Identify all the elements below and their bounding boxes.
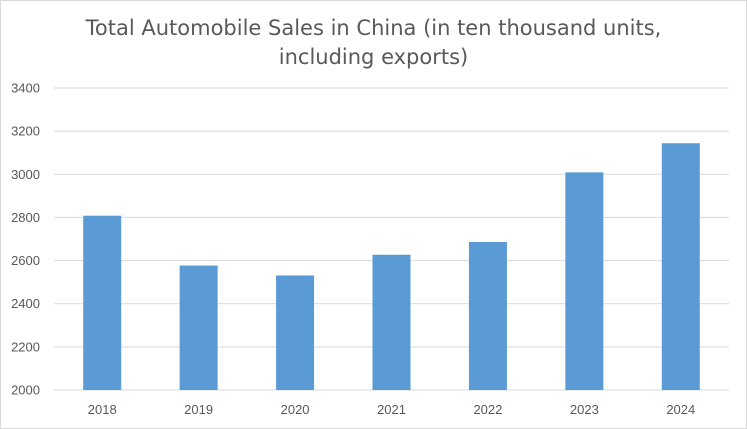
x-tick-label-2021: 2021	[377, 402, 406, 417]
x-tick-label-2024: 2024	[666, 402, 695, 417]
y-tick-label-2800: 2800	[11, 210, 40, 225]
y-tick-label-2400: 2400	[11, 296, 40, 311]
y-tick-label-3400: 3400	[11, 81, 40, 96]
y-tick-label-3000: 3000	[11, 167, 40, 182]
y-tick-label-3200: 3200	[11, 124, 40, 139]
bar-2021	[372, 254, 411, 390]
y-tick-label-2600: 2600	[11, 253, 40, 268]
bar-2024	[661, 143, 700, 390]
x-tick-label-2018: 2018	[88, 402, 117, 417]
x-axis-tick-labels: 2018 2019 2020 2021 2022 2023 2024	[88, 402, 695, 417]
x-tick-label-2023: 2023	[570, 402, 599, 417]
y-axis-tick-labels: 2000 2200 2400 2600 2800 3000 3200 3400	[11, 81, 40, 398]
chart-title-line-1: Total Automobile Sales in China (in ten …	[85, 16, 662, 40]
chart-title-line-2: including exports)	[278, 45, 469, 69]
y-tick-label-2000: 2000	[11, 383, 40, 398]
bar-2019	[179, 265, 218, 390]
bar-2018	[83, 215, 122, 390]
bar-2022	[468, 242, 507, 390]
y-tick-label-2200: 2200	[11, 339, 40, 354]
x-tick-label-2020: 2020	[281, 402, 310, 417]
bars	[83, 143, 700, 390]
chart-title: Total Automobile Sales in China (in ten …	[0, 14, 747, 72]
x-tick-label-2019: 2019	[184, 402, 213, 417]
bar-2020	[276, 275, 315, 390]
bar-2023	[565, 172, 604, 390]
x-tick-label-2022: 2022	[473, 402, 502, 417]
